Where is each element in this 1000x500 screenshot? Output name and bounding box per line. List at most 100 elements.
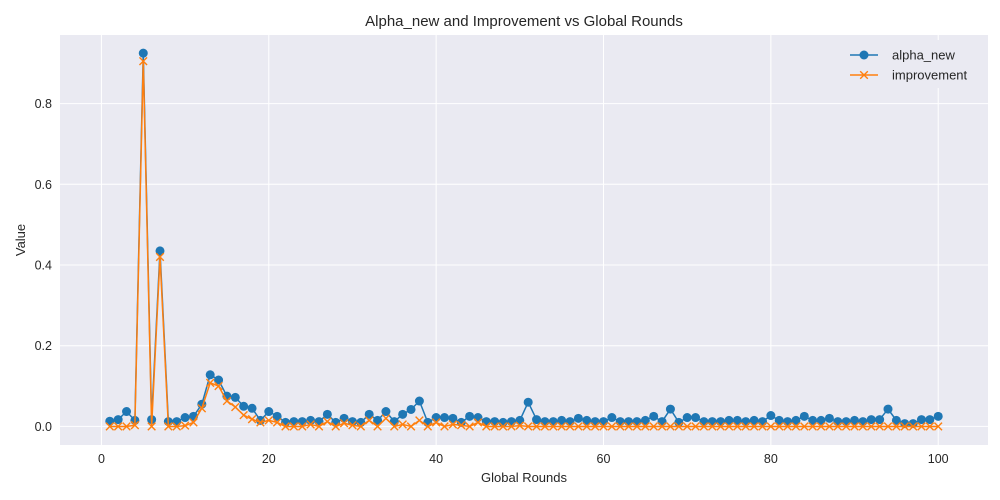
data-point-improvement: [155, 252, 165, 262]
data-point-improvement: [138, 56, 148, 66]
data-point-alpha-new: [916, 415, 926, 425]
data-point-alpha-new: [624, 417, 634, 427]
data-point-alpha-new: [180, 413, 190, 423]
data-point-alpha-new: [816, 415, 826, 425]
data-point-alpha-new: [607, 413, 617, 423]
x-tick-label: 0: [98, 452, 105, 466]
legend-label-improvement: improvement: [892, 68, 968, 83]
grid-lines: [60, 35, 988, 445]
data-point-alpha-new: [540, 417, 550, 427]
data-point-improvement: [858, 422, 868, 431]
plot-area: [60, 35, 988, 445]
data-point-improvement: [172, 422, 182, 431]
data-point-alpha-new: [247, 403, 257, 413]
data-point-improvement: [247, 414, 257, 424]
data-point-alpha-new: [105, 416, 115, 426]
data-point-improvement: [933, 422, 943, 431]
data-point-alpha-new: [858, 417, 868, 427]
data-point-improvement: [758, 422, 767, 431]
data-point-improvement: [557, 422, 566, 431]
data-point-alpha-new: [230, 392, 240, 402]
data-point-improvement: [641, 422, 650, 431]
legend-item-alpha-new: alpha_new: [850, 48, 955, 63]
legend-marker-improvement: [859, 70, 869, 80]
data-point-alpha-new: [791, 415, 801, 425]
data-point-alpha-new: [649, 411, 659, 421]
data-point-alpha-new: [473, 413, 483, 423]
data-point-alpha-new: [716, 417, 726, 427]
data-point-improvement: [615, 422, 625, 431]
data-point-improvement: [716, 422, 725, 431]
data-point-alpha-new: [615, 417, 625, 427]
data-point-alpha-new: [640, 415, 650, 425]
data-point-improvement: [632, 422, 642, 431]
data-point-alpha-new: [598, 417, 608, 427]
data-point-improvement: [348, 420, 357, 430]
data-point-improvement: [431, 418, 441, 427]
x-tick-label: 80: [764, 452, 778, 466]
data-point-improvement: [256, 418, 265, 427]
data-point-alpha-new: [398, 409, 408, 419]
x-tick-label: 40: [429, 452, 443, 466]
data-point-improvement: [574, 422, 583, 431]
data-point-improvement: [590, 422, 600, 431]
data-point-alpha-new: [448, 413, 458, 423]
data-point-improvement: [356, 422, 366, 431]
data-point-improvement: [783, 422, 792, 431]
data-point-improvement: [373, 422, 382, 431]
data-point-alpha-new: [339, 413, 349, 423]
data-point-improvement: [381, 414, 391, 423]
data-point-alpha-new: [841, 417, 851, 427]
data-point-alpha-new: [523, 397, 533, 407]
data-point-alpha-new: [548, 417, 558, 427]
data-point-improvement: [473, 418, 483, 427]
data-point-improvement: [364, 416, 374, 425]
data-point-improvement: [197, 403, 207, 413]
y-axis-label: Value: [13, 224, 28, 256]
data-point-improvement: [289, 422, 299, 431]
data-point-improvement: [875, 422, 884, 431]
data-point-alpha-new: [172, 417, 182, 427]
data-point-alpha-new: [155, 246, 165, 256]
data-point-alpha-new: [297, 417, 307, 427]
data-point-improvement: [599, 422, 608, 431]
data-point-improvement: [657, 422, 667, 431]
data-point-alpha-new: [824, 413, 834, 423]
data-point-alpha-new: [264, 407, 274, 417]
x-tick-label: 20: [262, 452, 276, 466]
x-tick-label: 60: [597, 452, 611, 466]
data-point-alpha-new: [414, 396, 424, 406]
data-point-improvement: [833, 422, 843, 431]
data-point-improvement: [448, 420, 458, 429]
data-point-improvement: [189, 418, 198, 427]
data-point-improvement: [323, 417, 332, 426]
data-point-improvement: [841, 422, 851, 431]
data-point-alpha-new: [122, 407, 132, 417]
data-point-improvement: [482, 422, 491, 431]
data-point-alpha-new: [891, 415, 901, 425]
data-point-improvement: [582, 422, 592, 431]
y-tick-label: 0.6: [35, 178, 52, 192]
data-point-alpha-new: [255, 415, 265, 425]
data-point-improvement: [231, 402, 240, 412]
data-point-improvement: [490, 422, 500, 431]
data-point-improvement: [892, 422, 901, 431]
data-point-improvement: [607, 422, 617, 431]
data-point-alpha-new: [741, 417, 751, 427]
data-point-improvement: [908, 422, 918, 431]
data-point-alpha-new: [239, 401, 249, 411]
data-point-improvement: [465, 422, 474, 431]
data-point-improvement: [741, 422, 751, 431]
legend-item-improvement: improvement: [850, 68, 968, 83]
data-point-alpha-new: [590, 417, 600, 427]
data-point-improvement: [540, 422, 550, 431]
data-point-improvement: [398, 420, 407, 429]
data-point-alpha-new: [933, 411, 943, 421]
data-point-alpha-new: [766, 411, 776, 421]
data-point-improvement: [331, 422, 341, 431]
y-tick-label: 0.8: [35, 97, 52, 111]
data-point-improvement: [707, 422, 717, 431]
data-point-alpha-new: [506, 417, 516, 427]
data-point-improvement: [113, 422, 123, 431]
